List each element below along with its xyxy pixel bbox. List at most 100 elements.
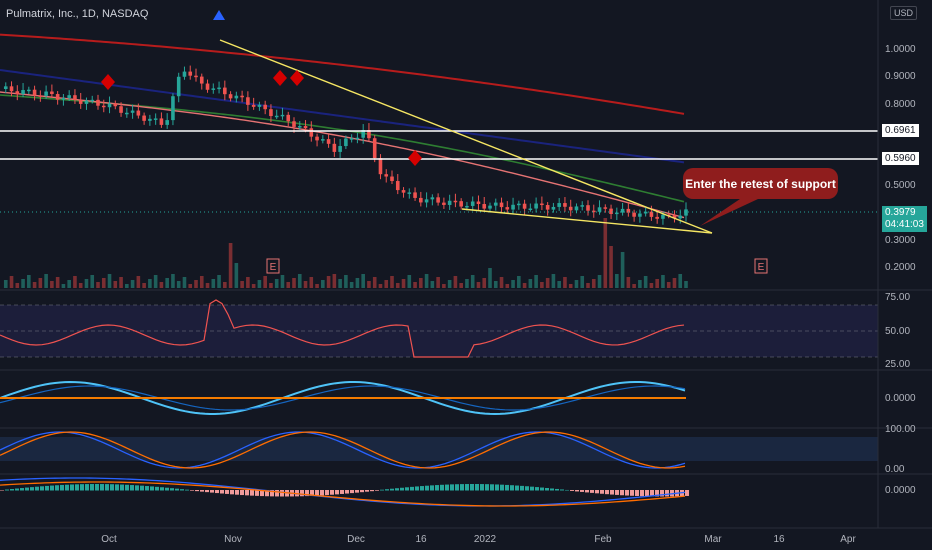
candle-body xyxy=(303,126,308,129)
candle-body xyxy=(148,118,152,121)
volume-bar xyxy=(678,274,683,288)
volume-bar xyxy=(251,284,256,288)
macd-histogram-bar xyxy=(355,490,359,493)
macd-histogram-bar xyxy=(425,485,429,491)
candle-body xyxy=(447,200,452,205)
macd-histogram-bar xyxy=(165,487,169,491)
volume-bar xyxy=(136,276,141,288)
macd-histogram-bar xyxy=(190,490,194,491)
candle-body xyxy=(638,213,642,217)
candle-body xyxy=(395,181,400,191)
candle-body xyxy=(78,99,83,104)
volume-bar xyxy=(332,274,337,288)
volume-bar xyxy=(430,281,435,288)
macd-histogram-bar xyxy=(215,490,219,494)
candle-body xyxy=(459,201,463,207)
volume-bar xyxy=(194,280,198,288)
macd-histogram-bar xyxy=(35,486,39,491)
macd-histogram-bar xyxy=(10,489,14,491)
macd-signal-line xyxy=(0,481,686,507)
macd-histogram-bar xyxy=(80,484,84,491)
annotation-callout: Enter the retest of support xyxy=(683,168,838,199)
candle-body xyxy=(297,126,302,128)
macd-histogram-bar xyxy=(245,490,249,496)
candle-body xyxy=(38,95,43,97)
volume-bar xyxy=(286,282,291,288)
current-price-tag: 0.3979 04:41:03 xyxy=(882,206,927,232)
volume-bar xyxy=(355,278,360,288)
candle-body xyxy=(263,104,267,110)
volume-bar xyxy=(159,282,164,288)
macd-histogram-bar xyxy=(45,485,49,491)
wave-line-2 xyxy=(0,385,686,411)
candle-body xyxy=(609,208,613,214)
candle-body xyxy=(643,211,648,214)
macd-histogram-bar xyxy=(60,484,64,491)
candle-body xyxy=(476,201,481,205)
macd-histogram-bar xyxy=(40,486,44,491)
macd-histogram-bar xyxy=(5,489,9,491)
macd-histogram-bar xyxy=(270,490,274,497)
volume-bar xyxy=(419,278,423,288)
currency-label[interactable]: USD xyxy=(890,6,918,20)
macd-histogram-bar xyxy=(480,484,484,491)
macd-histogram-bar xyxy=(645,490,649,497)
candle-body xyxy=(176,76,181,97)
ma-200-line xyxy=(0,33,685,115)
volume-bar xyxy=(240,281,244,288)
volume-bar xyxy=(280,275,285,288)
candle-body xyxy=(136,110,141,116)
macd-histogram-bar xyxy=(300,490,304,497)
volume-bar xyxy=(632,284,636,288)
time-tick-label: Nov xyxy=(224,534,242,545)
macd-histogram-bar xyxy=(110,484,114,491)
moving-averages xyxy=(0,33,685,219)
macd-histogram-bar xyxy=(510,485,514,491)
volume-bar xyxy=(349,282,354,288)
volume-bar xyxy=(568,284,573,288)
macd-histogram-bar xyxy=(250,490,254,496)
volume-bar xyxy=(378,284,383,288)
volume-bar xyxy=(505,284,510,288)
candle-body xyxy=(580,205,585,207)
volume-bar xyxy=(603,218,608,288)
current-price: 0.3979 xyxy=(885,207,916,218)
candle-body xyxy=(574,206,579,211)
candle-body xyxy=(430,197,435,200)
candle-body xyxy=(55,94,60,100)
rsi-band xyxy=(0,305,878,357)
indicator-panes[interactable] xyxy=(0,289,932,507)
candle-body xyxy=(442,202,446,205)
candle-body xyxy=(32,89,37,96)
volume-bar xyxy=(684,281,688,288)
volume-bar xyxy=(586,283,590,288)
price-axis[interactable]: 1.00000.90000.80000.70000.60000.50000.40… xyxy=(877,0,916,528)
candle-body xyxy=(615,212,619,215)
wave-line-1 xyxy=(0,381,686,416)
macd-histogram-bar xyxy=(135,485,139,491)
symbol-title[interactable]: Pulmatrix, Inc., 1D, NASDAQ xyxy=(6,8,149,20)
candle-body xyxy=(591,210,596,213)
volume-bar xyxy=(73,276,77,288)
volume-bar xyxy=(338,279,342,288)
macd-histogram-bar xyxy=(310,490,314,496)
volume-bar xyxy=(609,246,613,288)
macd-histogram-bar xyxy=(230,490,234,495)
macd-histogram-bar xyxy=(335,490,339,495)
stoch-k-line xyxy=(0,431,686,469)
macd-histogram-bar xyxy=(490,484,494,491)
candle-body xyxy=(511,204,515,210)
macd-histogram-bar xyxy=(280,490,284,497)
volume-bar xyxy=(171,274,175,288)
time-axis[interactable]: Oct Nov Dec 16 2022 Feb Mar 16 Apr xyxy=(0,527,932,545)
volume-bar xyxy=(27,275,31,288)
volume-bar xyxy=(38,278,43,288)
macd-histogram-bar xyxy=(395,488,399,491)
candle-body xyxy=(130,110,135,113)
macd-histogram-bar xyxy=(550,488,554,491)
volume-bar xyxy=(511,280,515,288)
candle-body xyxy=(367,130,371,139)
callout-arrow xyxy=(700,199,758,226)
